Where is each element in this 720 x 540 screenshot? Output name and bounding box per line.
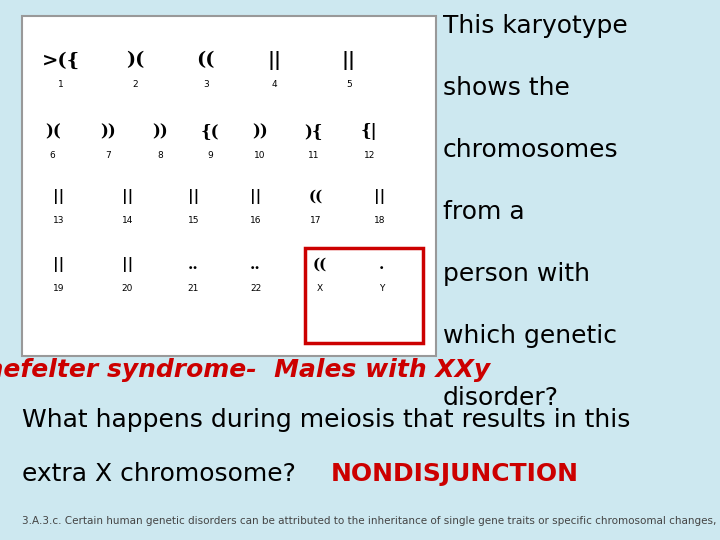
Text: chromosomes: chromosomes [443, 138, 618, 161]
Text: 3.A.3.c. Certain human genetic disorders can be attributed to the inheritance of: 3.A.3.c. Certain human genetic disorders… [22, 516, 720, 526]
Text: This karyotype: This karyotype [443, 14, 628, 37]
Text: NONDISJUNCTION: NONDISJUNCTION [331, 462, 579, 485]
Bar [22, 16, 436, 356]
Text: from a: from a [443, 200, 524, 224]
Text: Klinefelter syndrome-  Males with XXy: Klinefelter syndrome- Males with XXy [0, 358, 490, 382]
Text: extra X chromosome?: extra X chromosome? [22, 462, 295, 485]
Text: What happens during meiosis that results in this: What happens during meiosis that results… [22, 408, 630, 431]
Text: disorder?: disorder? [443, 386, 559, 410]
Text: person with: person with [443, 262, 590, 286]
Text: which genetic: which genetic [443, 324, 617, 348]
Text: shows the: shows the [443, 76, 570, 99]
